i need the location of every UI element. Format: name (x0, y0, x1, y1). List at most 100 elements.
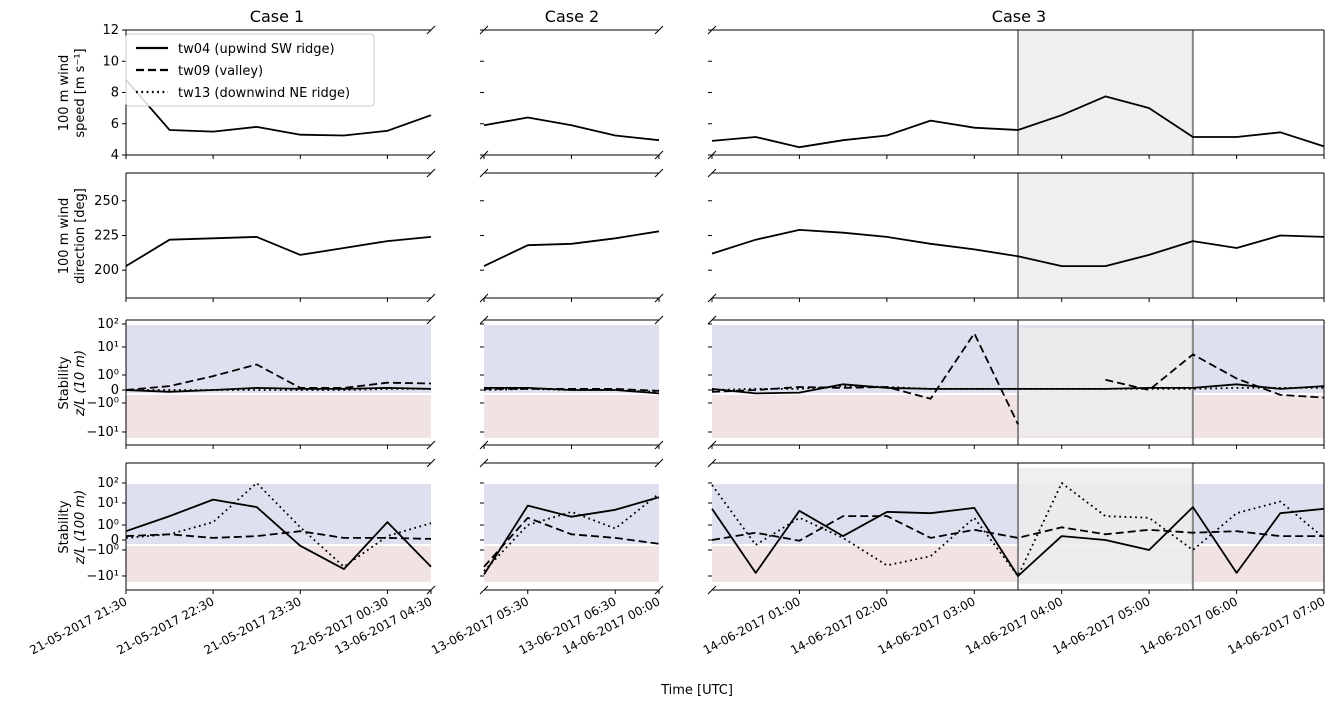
axis-break-mark (426, 293, 436, 303)
unstable-band (126, 395, 431, 438)
axis-break-mark (654, 458, 664, 468)
case-title-3: Case 3 (992, 7, 1046, 26)
x-tick-label: 21-05-2017 22:30 (114, 594, 216, 657)
series-line-tw04 (711, 95, 1325, 149)
y-tick-label: 0 (111, 533, 119, 548)
series-line-tw04 (484, 386, 660, 395)
axis-break-mark (479, 315, 489, 325)
axis-break-mark (654, 315, 664, 325)
series-line-tw04 (125, 235, 432, 267)
legend-label-tw04: tw04 (upwind SW ridge) (178, 42, 335, 57)
x-tick-label: 21-05-2017 23:30 (202, 594, 304, 657)
y-tick-label: 6 (111, 117, 119, 132)
axis-break-mark (707, 315, 717, 325)
axis-break-mark (654, 25, 664, 35)
y-tick-label: 10¹ (97, 340, 119, 355)
series-line-tw04 (483, 230, 660, 267)
y-tick-label: 8 (111, 86, 119, 101)
case-title-2: Case 2 (545, 7, 599, 26)
series-line-tw09 (125, 363, 432, 391)
panel-case2-row1 (479, 25, 664, 160)
y-tick-label: −10⁰ (86, 396, 119, 411)
y-tick-label: 10² (97, 476, 119, 491)
legend-box (125, 33, 375, 107)
highlight-window (1018, 30, 1193, 155)
series-line-tw04 (125, 498, 432, 570)
y-tick-label: −10⁰ (86, 543, 119, 558)
x-tick-label: 14-06-2017 04:00 (963, 594, 1065, 657)
y-tick-label: 0 (111, 383, 119, 398)
axis-break-mark (479, 458, 489, 468)
y-tick-label: 10² (97, 317, 119, 332)
y-tick-label: −10¹ (86, 569, 119, 584)
y-tick-label: 225 (94, 229, 119, 244)
axis-break-mark (707, 168, 717, 178)
x-tick-label: 14-06-2017 03:00 (876, 594, 978, 657)
legend-label-tw09: tw09 (valley) (178, 64, 263, 79)
series-line-tw09 (484, 387, 660, 392)
row-label-stability-100m: Stability z/L (100 m) (57, 490, 88, 565)
axis-break-mark (426, 25, 436, 35)
panel-case2-row2 (479, 168, 664, 303)
series-line-tw04 (711, 506, 1325, 577)
axis-break-mark (426, 168, 436, 178)
ylabel-stab10-line2: z/L (10 m) (73, 350, 88, 417)
series-line-tw04 (125, 79, 432, 137)
unstable-band (484, 395, 659, 438)
x-tick-label: 14-06-2017 02:00 (788, 594, 890, 657)
series-line-tw04 (483, 116, 660, 142)
series-line-tw04 (711, 383, 1325, 395)
legend: tw04 (upwind SW ridge) tw09 (valley) tw1… (125, 33, 375, 107)
y-tick-label: −10¹ (86, 425, 119, 440)
series-line-tw13 (125, 482, 432, 568)
axis-break-mark (426, 458, 436, 468)
axis-break-mark (654, 168, 664, 178)
y-tick-label: 10⁰ (97, 518, 119, 533)
axis-break-mark (426, 150, 436, 160)
series-line-tw09 (711, 332, 1019, 425)
ylabel-stab100-line2: z/L (100 m) (73, 490, 88, 565)
series-line-tw13 (711, 482, 1325, 577)
series-line-tw09 (125, 530, 432, 540)
x-tick-label: 21-05-2017 21:30 (27, 594, 129, 657)
ylabel-speed-line1: 100 m wind (57, 55, 72, 131)
ylabel-stab10-line1: Stability (57, 356, 72, 410)
stable-band (484, 325, 659, 393)
axis-break-mark (707, 458, 717, 468)
y-tick-label: 4 (111, 148, 119, 163)
highlight-window (1018, 173, 1193, 298)
ylabel-speed-line2: speed [m s⁻¹] (73, 48, 88, 137)
axis-break-mark (479, 168, 489, 178)
panel-case3-row2 (707, 168, 1325, 303)
unstable-band (126, 546, 431, 582)
y-tick-label: 200 (94, 263, 119, 278)
row-label-direction: 100 m wind direction [deg] (57, 188, 88, 284)
y-tick-label: 10⁰ (97, 368, 119, 383)
case-title-1: Case 1 (250, 7, 304, 26)
axis-break-mark (707, 585, 717, 595)
series-line-tw04 (711, 228, 1325, 268)
panel-case3-row1 (707, 25, 1325, 160)
x-tick-label: 14-06-2017 01:00 (701, 594, 803, 657)
case-1-column: 468101220022525010²10¹10⁰0−10⁰−10¹10²10¹… (27, 23, 436, 657)
panel-case1-row2: 200 225 250 (94, 168, 436, 303)
case-1-title: Case 1 (250, 7, 304, 26)
y-tick-label: 12 (102, 23, 119, 38)
row-label-speed: 100 m wind speed [m s⁻¹] (57, 48, 88, 137)
axis-break-mark (426, 315, 436, 325)
stable-band (126, 325, 431, 393)
x-tick-label: 14-06-2017 05:00 (1050, 594, 1152, 657)
stable-band (126, 484, 431, 544)
x-axis-label: Time [UTC] (660, 683, 733, 698)
highlight-window (1018, 468, 1193, 584)
legend-label-tw13: tw13 (downwind NE ridge) (178, 86, 350, 101)
case-2-title: Case 2 (545, 7, 599, 26)
ylabel-stab100-line1: Stability (57, 500, 72, 554)
series-line-tw04 (483, 496, 660, 575)
unstable-band (484, 546, 659, 582)
